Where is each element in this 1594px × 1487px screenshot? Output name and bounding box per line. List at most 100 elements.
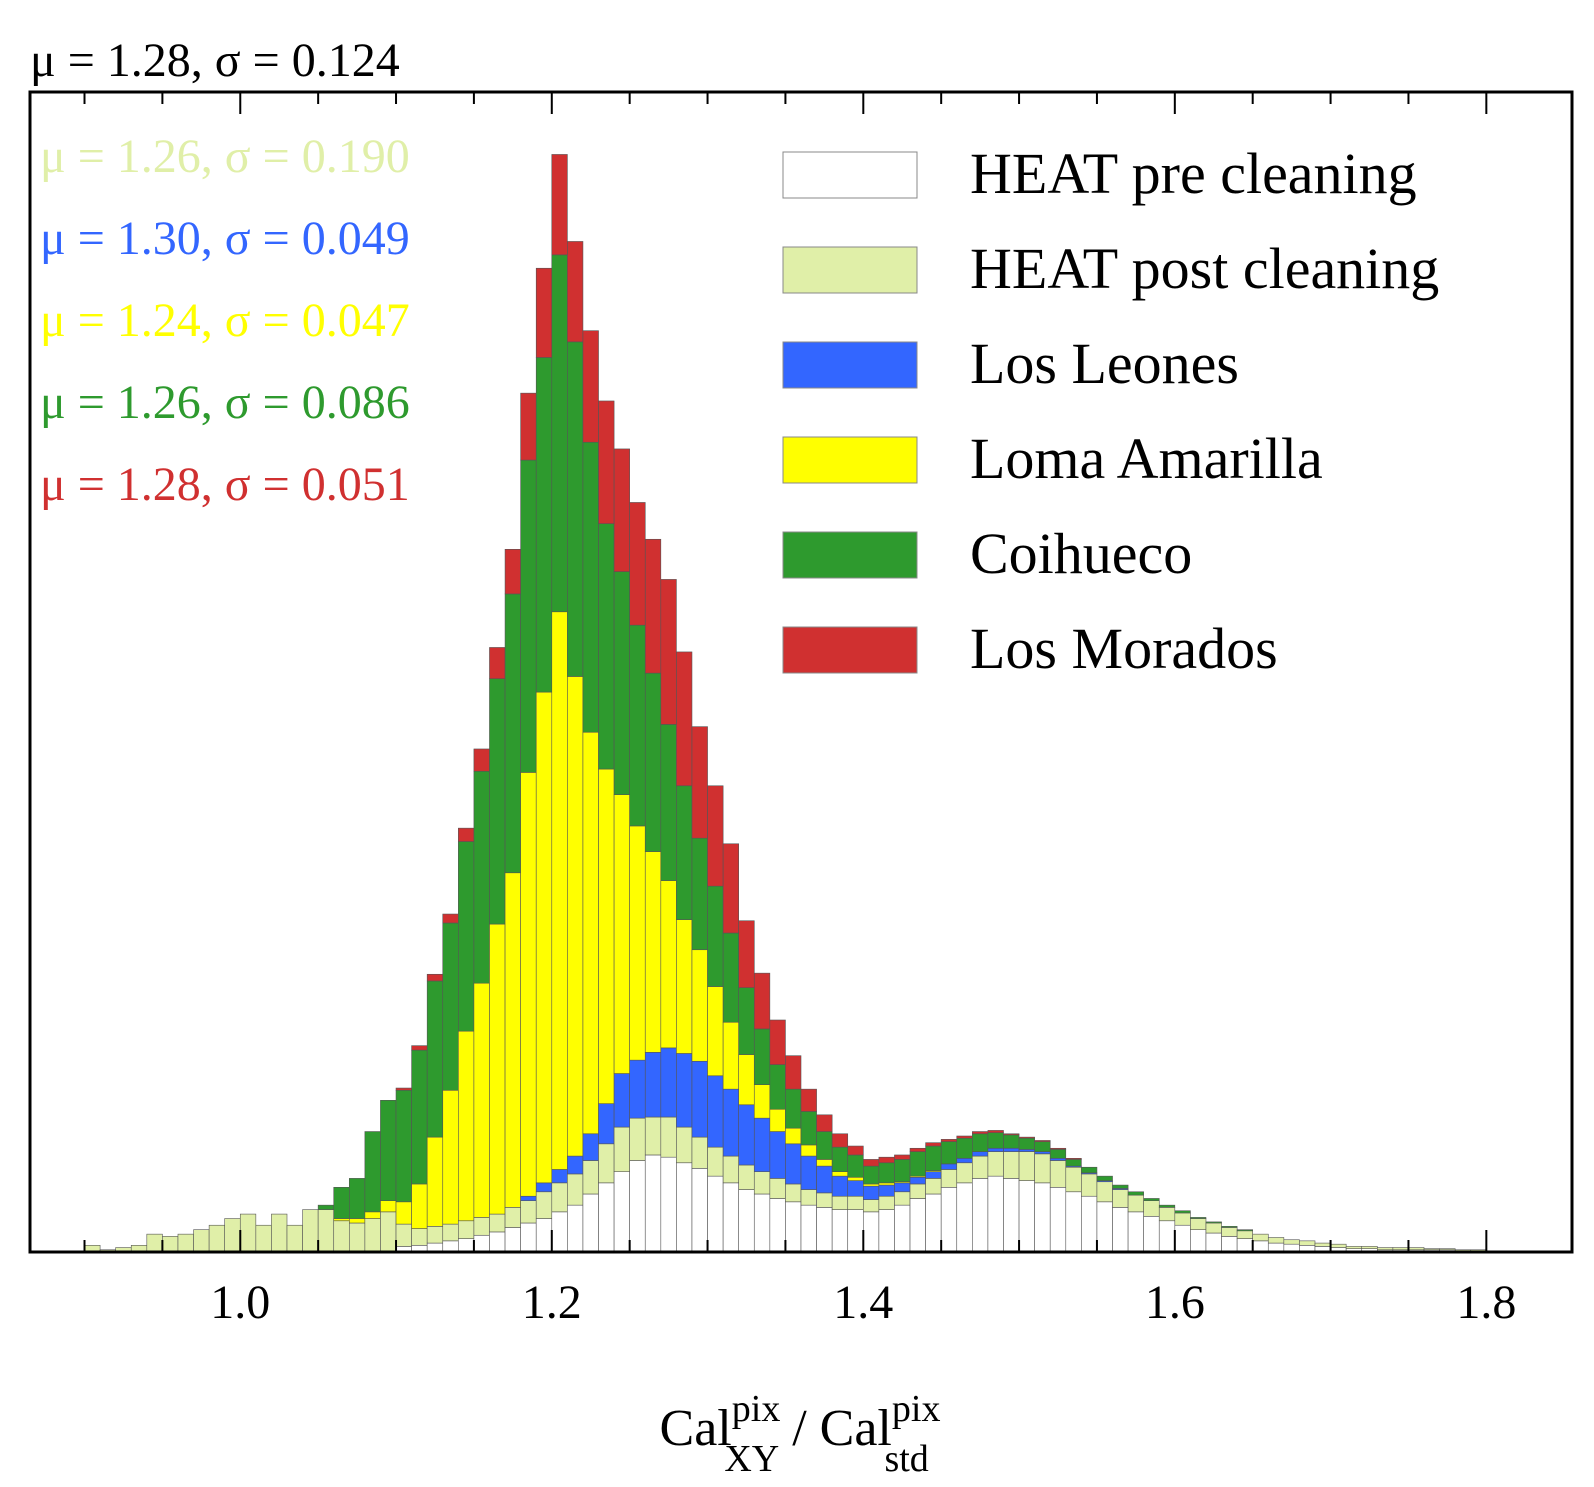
bar-coihueco-61 bbox=[1034, 1141, 1051, 1152]
bar-coihueco-23 bbox=[442, 922, 459, 1091]
bar-heat-pre-cleaning-52 bbox=[894, 1204, 911, 1253]
bar-coihueco-60 bbox=[1018, 1137, 1035, 1150]
bar-los-leones-54 bbox=[925, 1171, 942, 1179]
bar-los-morados-54 bbox=[925, 1142, 942, 1147]
bar-coihueco-68 bbox=[1143, 1198, 1160, 1201]
bar-heat-post-cleaning-69 bbox=[1158, 1207, 1176, 1222]
bar-los-leones-33 bbox=[598, 1103, 615, 1145]
bar-heat-post-cleaning-85 bbox=[1408, 1247, 1425, 1251]
bar-los-morados-51 bbox=[878, 1156, 895, 1164]
bar-los-leones-51 bbox=[878, 1184, 895, 1197]
bar-heat-post-cleaning-35 bbox=[629, 1117, 646, 1161]
bar-los-morados-60 bbox=[1018, 1136, 1035, 1139]
bar-heat-post-cleaning-44 bbox=[769, 1178, 786, 1199]
bar-heat-post-cleaning-59 bbox=[1003, 1151, 1020, 1179]
bar-heat-pre-cleaning-39 bbox=[691, 1168, 708, 1253]
bar-coihueco-57 bbox=[972, 1133, 989, 1152]
bar-heat-post-cleaning-11 bbox=[255, 1224, 272, 1253]
bar-heat-pre-cleaning-27 bbox=[504, 1227, 521, 1253]
bar-heat-post-cleaning-23 bbox=[442, 1223, 459, 1242]
bar-coihueco-66 bbox=[1112, 1184, 1129, 1189]
bar-heat-pre-cleaning-70 bbox=[1174, 1224, 1191, 1253]
bar-los-morados-26 bbox=[489, 647, 506, 679]
bar-coihueco-15 bbox=[317, 1204, 335, 1210]
bar-coihueco-16 bbox=[333, 1187, 350, 1219]
bar-heat-pre-cleaning-42 bbox=[738, 1189, 755, 1253]
bar-heat-post-cleaning-21 bbox=[411, 1228, 428, 1246]
bar-los-morados-39 bbox=[691, 726, 708, 839]
bar-heat-post-cleaning-60 bbox=[1018, 1151, 1035, 1181]
bar-loma-amarilla-16 bbox=[333, 1218, 350, 1222]
bar-los-morados-61 bbox=[1034, 1140, 1051, 1142]
bar-heat-post-cleaning-73 bbox=[1221, 1227, 1238, 1237]
bar-coihueco-21 bbox=[411, 1049, 428, 1185]
bar-heat-post-cleaning-9 bbox=[224, 1218, 241, 1253]
bar-loma-amarilla-51 bbox=[878, 1182, 895, 1186]
bar-heat-pre-cleaning-69 bbox=[1158, 1220, 1176, 1253]
bar-coihueco-46 bbox=[800, 1111, 817, 1146]
bar-coihueco-67 bbox=[1127, 1191, 1144, 1196]
bar-heat-post-cleaning-6 bbox=[177, 1233, 194, 1253]
bar-coihueco-33 bbox=[598, 523, 615, 770]
bar-heat-post-cleaning-30 bbox=[551, 1182, 568, 1213]
bar-heat-post-cleaning-34 bbox=[613, 1126, 630, 1172]
bar-coihueco-25 bbox=[473, 770, 490, 984]
bar-heat-post-cleaning-58 bbox=[987, 1151, 1004, 1177]
bar-heat-post-cleaning-31 bbox=[567, 1173, 584, 1206]
bar-loma-amarilla-28 bbox=[520, 772, 537, 1197]
bar-heat-pre-cleaning-67 bbox=[1127, 1211, 1144, 1253]
bar-los-morados-30 bbox=[551, 154, 568, 256]
bar-los-morados-34 bbox=[613, 448, 630, 572]
bar-los-morados-33 bbox=[598, 400, 615, 524]
legend-swatch-2 bbox=[782, 341, 918, 389]
x-tick-label-1: 1.2 bbox=[522, 1276, 582, 1329]
bar-coihueco-48 bbox=[831, 1146, 849, 1172]
bar-heat-pre-cleaning-35 bbox=[629, 1160, 646, 1253]
bar-heat-pre-cleaning-55 bbox=[940, 1187, 958, 1253]
bar-heat-post-cleaning-42 bbox=[738, 1164, 755, 1190]
bar-los-leones-36 bbox=[644, 1052, 662, 1118]
bar-loma-amarilla-46 bbox=[800, 1144, 817, 1157]
bar-heat-post-cleaning-47 bbox=[816, 1192, 833, 1208]
bar-heat-pre-cleaning-75 bbox=[1252, 1240, 1269, 1253]
bar-heat-post-cleaning-15 bbox=[317, 1209, 335, 1253]
bar-heat-post-cleaning-55 bbox=[940, 1169, 958, 1188]
stats-group: μ = 1.28, σ = 0.124 μ = 1.26, σ = 0.190 μ … bbox=[30, 34, 410, 511]
tick-labels-group: 1.0 1.2 1.4 1.6 1.8 bbox=[210, 1276, 1516, 1329]
bar-loma-amarilla-40 bbox=[707, 986, 724, 1077]
bar-heat-post-cleaning-71 bbox=[1190, 1218, 1207, 1230]
bar-heat-post-cleaning-40 bbox=[707, 1146, 724, 1177]
bar-los-leones-52 bbox=[894, 1182, 911, 1193]
bar-heat-post-cleaning-10 bbox=[239, 1213, 257, 1253]
bar-coihueco-27 bbox=[504, 593, 521, 874]
bar-heat-post-cleaning-8 bbox=[208, 1224, 225, 1253]
bar-heat-pre-cleaning-66 bbox=[1112, 1207, 1129, 1253]
bar-coihueco-65 bbox=[1096, 1175, 1113, 1181]
bar-heat-pre-cleaning-57 bbox=[972, 1178, 989, 1253]
plot-frame bbox=[28, 90, 1574, 1254]
bar-los-morados-42 bbox=[738, 920, 755, 988]
bar-coihueco-26 bbox=[489, 678, 506, 925]
bar-heat-post-cleaning-72 bbox=[1205, 1222, 1222, 1234]
stat-label-5: μ = 1.28, σ = 0.051 bbox=[40, 458, 410, 511]
bar-heat-post-cleaning-79 bbox=[1314, 1242, 1331, 1247]
bar-coihueco-74 bbox=[1236, 1229, 1253, 1232]
bar-heat-pre-cleaning-50 bbox=[862, 1211, 880, 1253]
bar-los-leones-50 bbox=[862, 1185, 880, 1200]
bar-loma-amarilla-49 bbox=[847, 1176, 864, 1181]
bar-heat-pre-cleaning-30 bbox=[551, 1211, 568, 1253]
bar-loma-amarilla-41 bbox=[722, 1021, 739, 1090]
bar-heat-pre-cleaning-59 bbox=[1003, 1178, 1020, 1253]
bar-heat-post-cleaning-68 bbox=[1143, 1200, 1160, 1217]
bar-loma-amarilla-25 bbox=[473, 982, 490, 1218]
legend-swatch-4 bbox=[782, 531, 918, 579]
bar-heat-pre-cleaning-47 bbox=[816, 1207, 833, 1253]
stat-label-4: μ = 1.26, σ = 0.086 bbox=[40, 376, 410, 429]
bar-heat-post-cleaning-22 bbox=[426, 1226, 444, 1244]
bar-los-morados-27 bbox=[504, 549, 521, 595]
bar-coihueco-40 bbox=[707, 885, 724, 987]
bar-heat-pre-cleaning-71 bbox=[1190, 1229, 1207, 1253]
bar-heat-pre-cleaning-38 bbox=[676, 1162, 693, 1253]
bar-los-morados-45 bbox=[785, 1055, 802, 1090]
